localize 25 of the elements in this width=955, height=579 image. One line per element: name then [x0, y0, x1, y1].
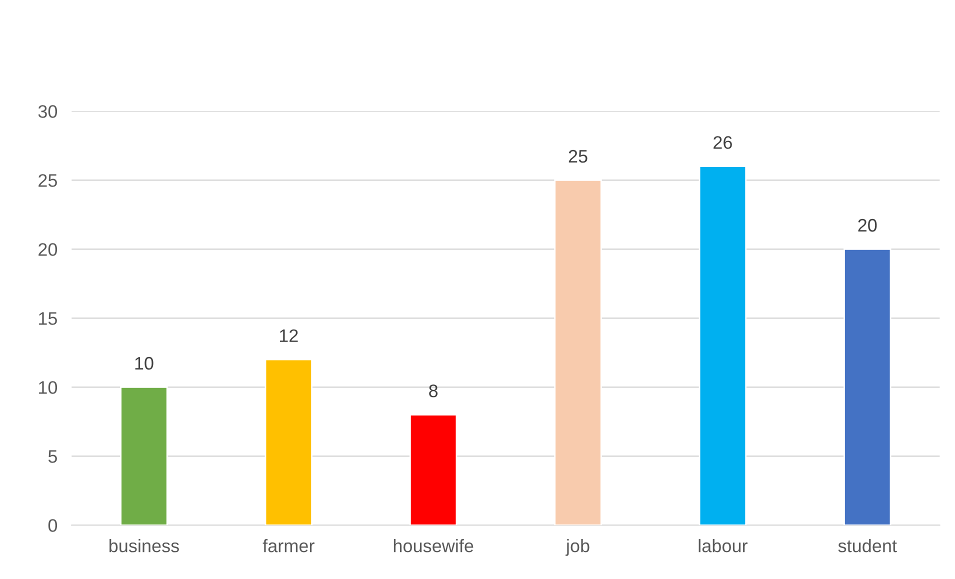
x-tick-label: business	[110, 539, 179, 552]
bar	[698, 166, 747, 526]
data-label: 20	[858, 218, 877, 232]
y-tick-label: 10	[39, 381, 58, 394]
y-tick-label: 30	[38, 105, 58, 118]
y-tick-label: 0	[48, 519, 58, 532]
x-tick-label: housewife	[394, 539, 474, 552]
bar	[844, 248, 892, 526]
data-label: 8	[429, 384, 438, 398]
x-tick-label: student	[838, 539, 897, 552]
x-tick-label: farmer	[262, 539, 314, 552]
x-tick-label: job	[566, 539, 590, 556]
bar	[120, 386, 168, 526]
data-label: 12	[280, 329, 298, 342]
bar	[409, 414, 458, 526]
y-tick-label: 5	[48, 450, 57, 463]
y-tick-label: 20	[38, 243, 58, 256]
data-label: 26	[714, 136, 732, 149]
bar	[264, 358, 312, 526]
data-label: 10	[135, 356, 154, 370]
bar	[554, 179, 602, 526]
y-tick-label: 25	[38, 174, 57, 187]
x-tick-label: labour	[698, 539, 748, 552]
y-tick-label: 15	[39, 312, 57, 325]
data-label: 25	[568, 150, 588, 163]
